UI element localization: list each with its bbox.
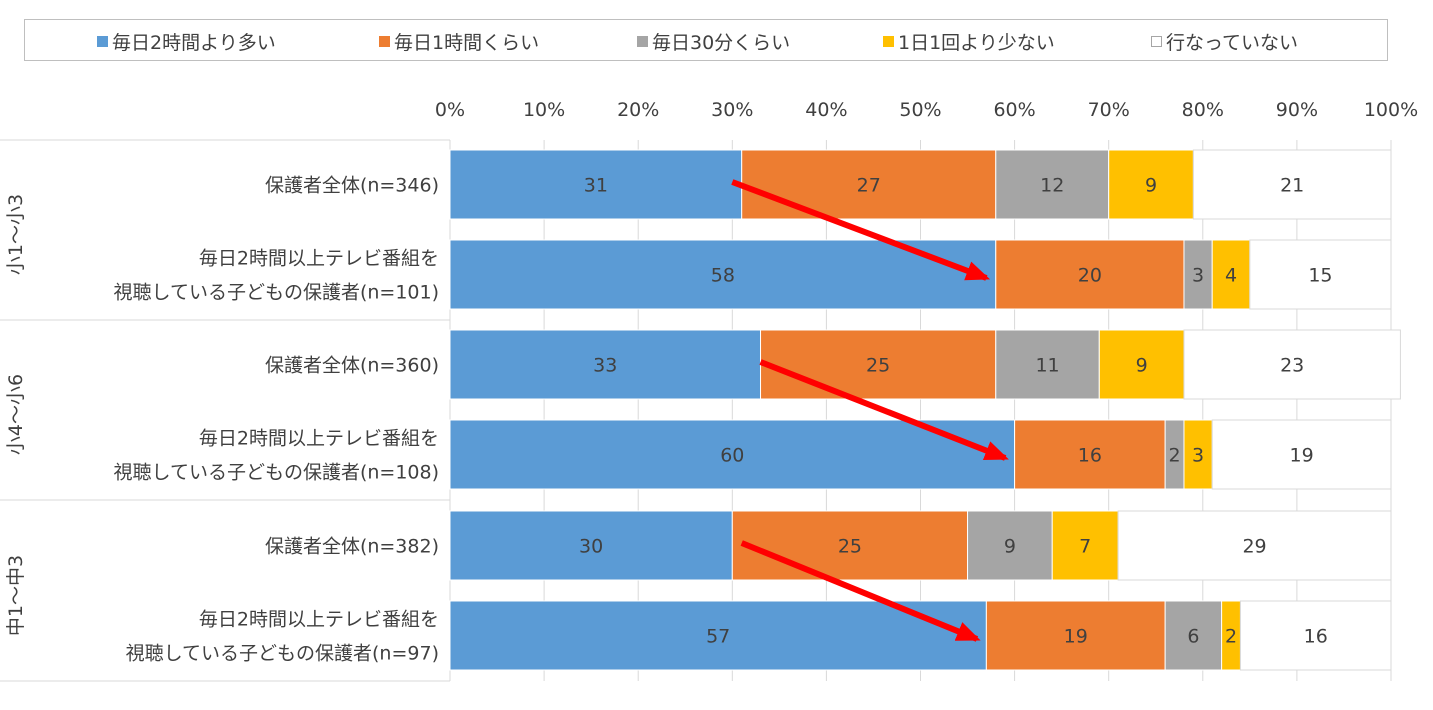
legend-label: 毎日1時間くらい [394, 31, 540, 54]
bar-segment [449, 239, 997, 310]
row-label: 保護者全体(n=382) [265, 536, 439, 558]
data-label: 3 [1192, 445, 1204, 467]
red-arrow-annotation [759, 359, 1009, 461]
bar-segment [995, 329, 1100, 400]
row-label: 保護者全体(n=360) [265, 355, 439, 377]
data-label: 58 [711, 265, 735, 287]
legend-label: 行なっていない [1166, 31, 1299, 54]
x-tick-label: 40% [805, 99, 847, 121]
red-arrow-annotation [731, 179, 991, 281]
row-label: 毎日2時間以上テレビ番組を [199, 609, 439, 631]
bar-segment [1183, 239, 1213, 310]
legend-swatch [637, 35, 648, 47]
data-label: 29 [1242, 536, 1266, 558]
x-tick-label: 70% [1088, 99, 1130, 121]
row-label: 視聴している子どもの保護者(n=108) [114, 462, 439, 484]
bar-segment [1239, 600, 1392, 671]
x-tick-label: 0% [435, 99, 465, 121]
legend-swatch [883, 35, 894, 47]
x-tick-label: 20% [617, 99, 659, 121]
bar-segment [985, 600, 1166, 671]
legend: 毎日2時間より多い 毎日1時間くらい 毎日30分くらい 1日1回より少ない 行なっていな… [24, 19, 1388, 61]
data-label: 23 [1280, 355, 1304, 377]
data-label: 31 [584, 175, 608, 197]
bar-segment [995, 149, 1110, 220]
bar-segment [449, 510, 733, 581]
data-label: 25 [866, 355, 890, 377]
data-label: 27 [857, 175, 881, 197]
bar-segment [1051, 510, 1119, 581]
bar-segment [741, 149, 997, 220]
data-label: 9 [1004, 536, 1016, 558]
bar-segment [1108, 149, 1194, 220]
data-label: 16 [1304, 626, 1328, 648]
data-label: 33 [593, 355, 617, 377]
bar-segment [1098, 329, 1185, 400]
bar-segment [1117, 510, 1392, 581]
bar-segment [760, 329, 997, 400]
data-label: 9 [1136, 355, 1148, 377]
x-tick-label: 50% [899, 99, 941, 121]
legend-item-2: 毎日1時間くらい [379, 29, 540, 54]
data-label: 25 [838, 536, 862, 558]
data-label: 57 [706, 626, 730, 648]
data-label: 20 [1078, 265, 1102, 287]
legend-item-3: 毎日30分くらい [637, 29, 791, 54]
row-label: 視聴している子どもの保護者(n=97) [126, 643, 439, 665]
legend-label: 毎日30分くらい [652, 31, 791, 54]
bar-segment [1014, 419, 1166, 490]
legend-swatch [97, 35, 108, 47]
data-label: 11 [1035, 355, 1059, 377]
x-tick-label: 90% [1276, 99, 1318, 121]
x-tick-label: 100% [1364, 99, 1418, 121]
data-label: 4 [1225, 265, 1237, 287]
legend-item-5: 行なっていない [1151, 29, 1299, 54]
bar-segment [1192, 149, 1392, 220]
group-label: 中1～中3 [5, 555, 27, 636]
legend-item-4: 1日1回より少ない [883, 29, 1055, 54]
bar-segment [1211, 239, 1251, 310]
data-label: 19 [1064, 626, 1088, 648]
data-label: 15 [1308, 265, 1332, 287]
x-tick-label: 80% [1182, 99, 1224, 121]
group-label: 小4～小6 [5, 374, 27, 455]
legend-swatch [1151, 35, 1162, 47]
data-label: 9 [1145, 175, 1157, 197]
data-label: 19 [1290, 445, 1314, 467]
data-label: 2 [1169, 445, 1181, 467]
x-tick-label: 60% [993, 99, 1035, 121]
legend-item-1: 毎日2時間より多い [97, 29, 276, 54]
data-label: 6 [1187, 626, 1199, 648]
row-label: 保護者全体(n=346) [265, 175, 439, 197]
group-label: 小1～小3 [5, 194, 27, 275]
bar-segment [449, 329, 762, 400]
bar-segment [449, 149, 743, 220]
row-label: 視聴している子どもの保護者(n=101) [114, 282, 439, 304]
data-label: 2 [1225, 626, 1237, 648]
data-label: 12 [1040, 175, 1064, 197]
legend-swatch [379, 35, 390, 47]
row-label: 毎日2時間以上テレビ番組を [199, 428, 439, 450]
bar-segment [449, 419, 1016, 490]
bar-segment [995, 239, 1185, 310]
data-label: 16 [1078, 445, 1102, 467]
bar-segment [1164, 600, 1223, 671]
legend-label: 毎日2時間より多い [112, 31, 276, 54]
row-label: 毎日2時間以上テレビ番組を [199, 248, 439, 270]
data-label: 30 [579, 536, 603, 558]
x-tick-label: 10% [523, 99, 565, 121]
data-label: 3 [1192, 265, 1204, 287]
bar-segment [1211, 419, 1392, 490]
red-arrow-annotation [740, 540, 981, 642]
bar-segment [1249, 239, 1392, 310]
x-tick-label: 30% [711, 99, 753, 121]
bar-segment [731, 510, 969, 581]
data-label: 60 [720, 445, 744, 467]
bar-segment [1183, 329, 1401, 400]
data-label: 7 [1079, 536, 1091, 558]
legend-label: 1日1回より少ない [898, 31, 1055, 54]
data-label: 21 [1280, 175, 1304, 197]
